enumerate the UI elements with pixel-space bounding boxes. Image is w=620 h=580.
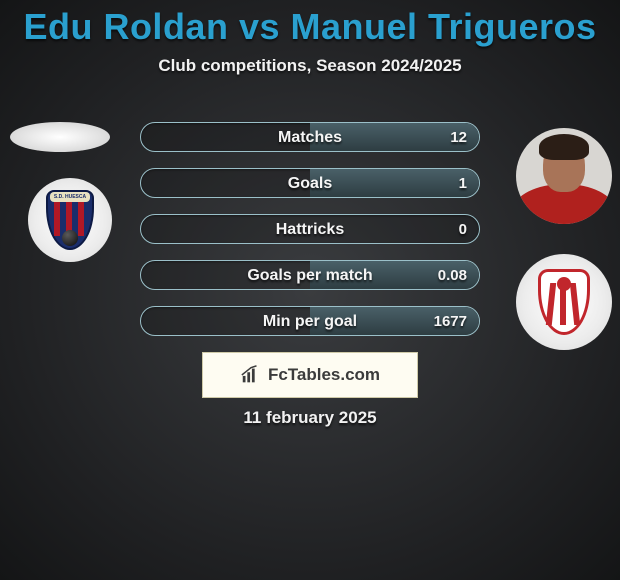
watermark-text: FcTables.com — [268, 365, 380, 385]
comparison-card: Edu Roldan vs Manuel Trigueros Club comp… — [0, 0, 620, 580]
player-right-photo — [516, 128, 612, 224]
stat-label: Goals — [141, 169, 479, 197]
stat-row: Goals per match 0.08 — [140, 260, 480, 290]
stat-value-right: 1677 — [434, 307, 467, 335]
stat-label: Matches — [141, 123, 479, 151]
player-left-avatar — [10, 122, 110, 152]
stat-label: Goals per match — [141, 261, 479, 289]
stat-value-right: 0 — [459, 215, 467, 243]
stat-label: Hattricks — [141, 215, 479, 243]
date-label: 11 february 2025 — [0, 408, 620, 428]
club-left-crest: S.D. HUESCA — [28, 178, 112, 262]
subtitle: Club competitions, Season 2024/2025 — [0, 56, 620, 76]
granada-crest-icon — [538, 269, 590, 335]
stat-row: Goals 1 — [140, 168, 480, 198]
stat-row: Min per goal 1677 — [140, 306, 480, 336]
stat-row: Hattricks 0 — [140, 214, 480, 244]
page-title: Edu Roldan vs Manuel Trigueros — [0, 0, 620, 48]
stat-label: Min per goal — [141, 307, 479, 335]
stat-value-right: 1 — [459, 169, 467, 197]
stat-row: Matches 12 — [140, 122, 480, 152]
watermark: FcTables.com — [202, 352, 418, 398]
club-right-crest — [516, 254, 612, 350]
huesca-crest-icon: S.D. HUESCA — [46, 190, 94, 250]
stats-container: Matches 12 Goals 1 Hattricks 0 Goals per… — [140, 122, 480, 352]
stat-value-right: 0.08 — [438, 261, 467, 289]
chart-icon — [240, 364, 262, 386]
stat-value-right: 12 — [450, 123, 467, 151]
